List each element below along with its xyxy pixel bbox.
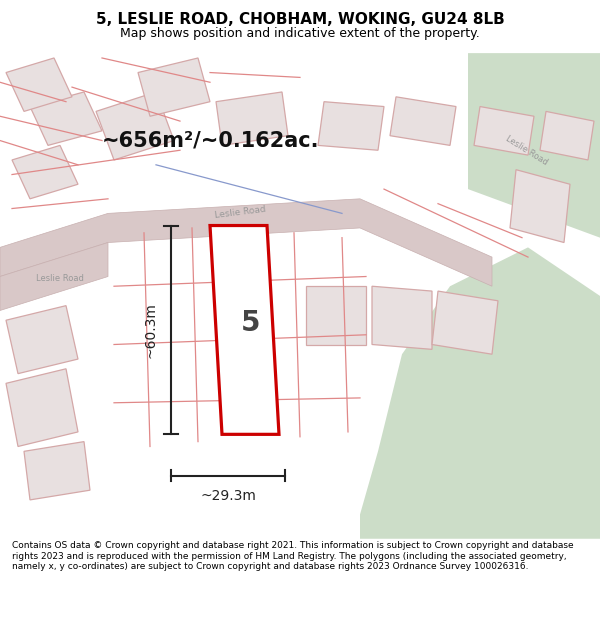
Polygon shape	[12, 146, 78, 199]
Polygon shape	[540, 111, 594, 160]
Text: Leslie Road: Leslie Road	[36, 274, 84, 284]
Polygon shape	[6, 306, 78, 374]
Polygon shape	[474, 106, 534, 155]
Text: ~29.3m: ~29.3m	[200, 489, 256, 503]
Polygon shape	[30, 92, 102, 146]
Polygon shape	[510, 169, 570, 242]
Text: Map shows position and indicative extent of the property.: Map shows position and indicative extent…	[120, 27, 480, 40]
Polygon shape	[306, 286, 366, 344]
Text: Leslie Road: Leslie Road	[504, 134, 550, 167]
Polygon shape	[96, 92, 174, 160]
Polygon shape	[24, 442, 90, 500]
Polygon shape	[390, 97, 456, 146]
Polygon shape	[0, 199, 492, 286]
Polygon shape	[432, 291, 498, 354]
Text: 5: 5	[241, 309, 260, 337]
Polygon shape	[318, 102, 384, 150]
Polygon shape	[216, 92, 288, 146]
Text: ~656m²/~0.162ac.: ~656m²/~0.162ac.	[102, 131, 320, 151]
Polygon shape	[210, 226, 279, 434]
Text: ~60.3m: ~60.3m	[144, 302, 158, 358]
Polygon shape	[468, 53, 600, 238]
Polygon shape	[138, 58, 210, 116]
Text: Contains OS data © Crown copyright and database right 2021. This information is : Contains OS data © Crown copyright and d…	[12, 541, 574, 571]
Polygon shape	[6, 58, 72, 111]
Text: 5, LESLIE ROAD, CHOBHAM, WOKING, GU24 8LB: 5, LESLIE ROAD, CHOBHAM, WOKING, GU24 8L…	[95, 12, 505, 27]
Polygon shape	[372, 286, 432, 349]
Polygon shape	[360, 248, 600, 539]
Text: Leslie Road: Leslie Road	[214, 205, 266, 220]
Polygon shape	[6, 369, 78, 446]
Polygon shape	[0, 242, 108, 311]
